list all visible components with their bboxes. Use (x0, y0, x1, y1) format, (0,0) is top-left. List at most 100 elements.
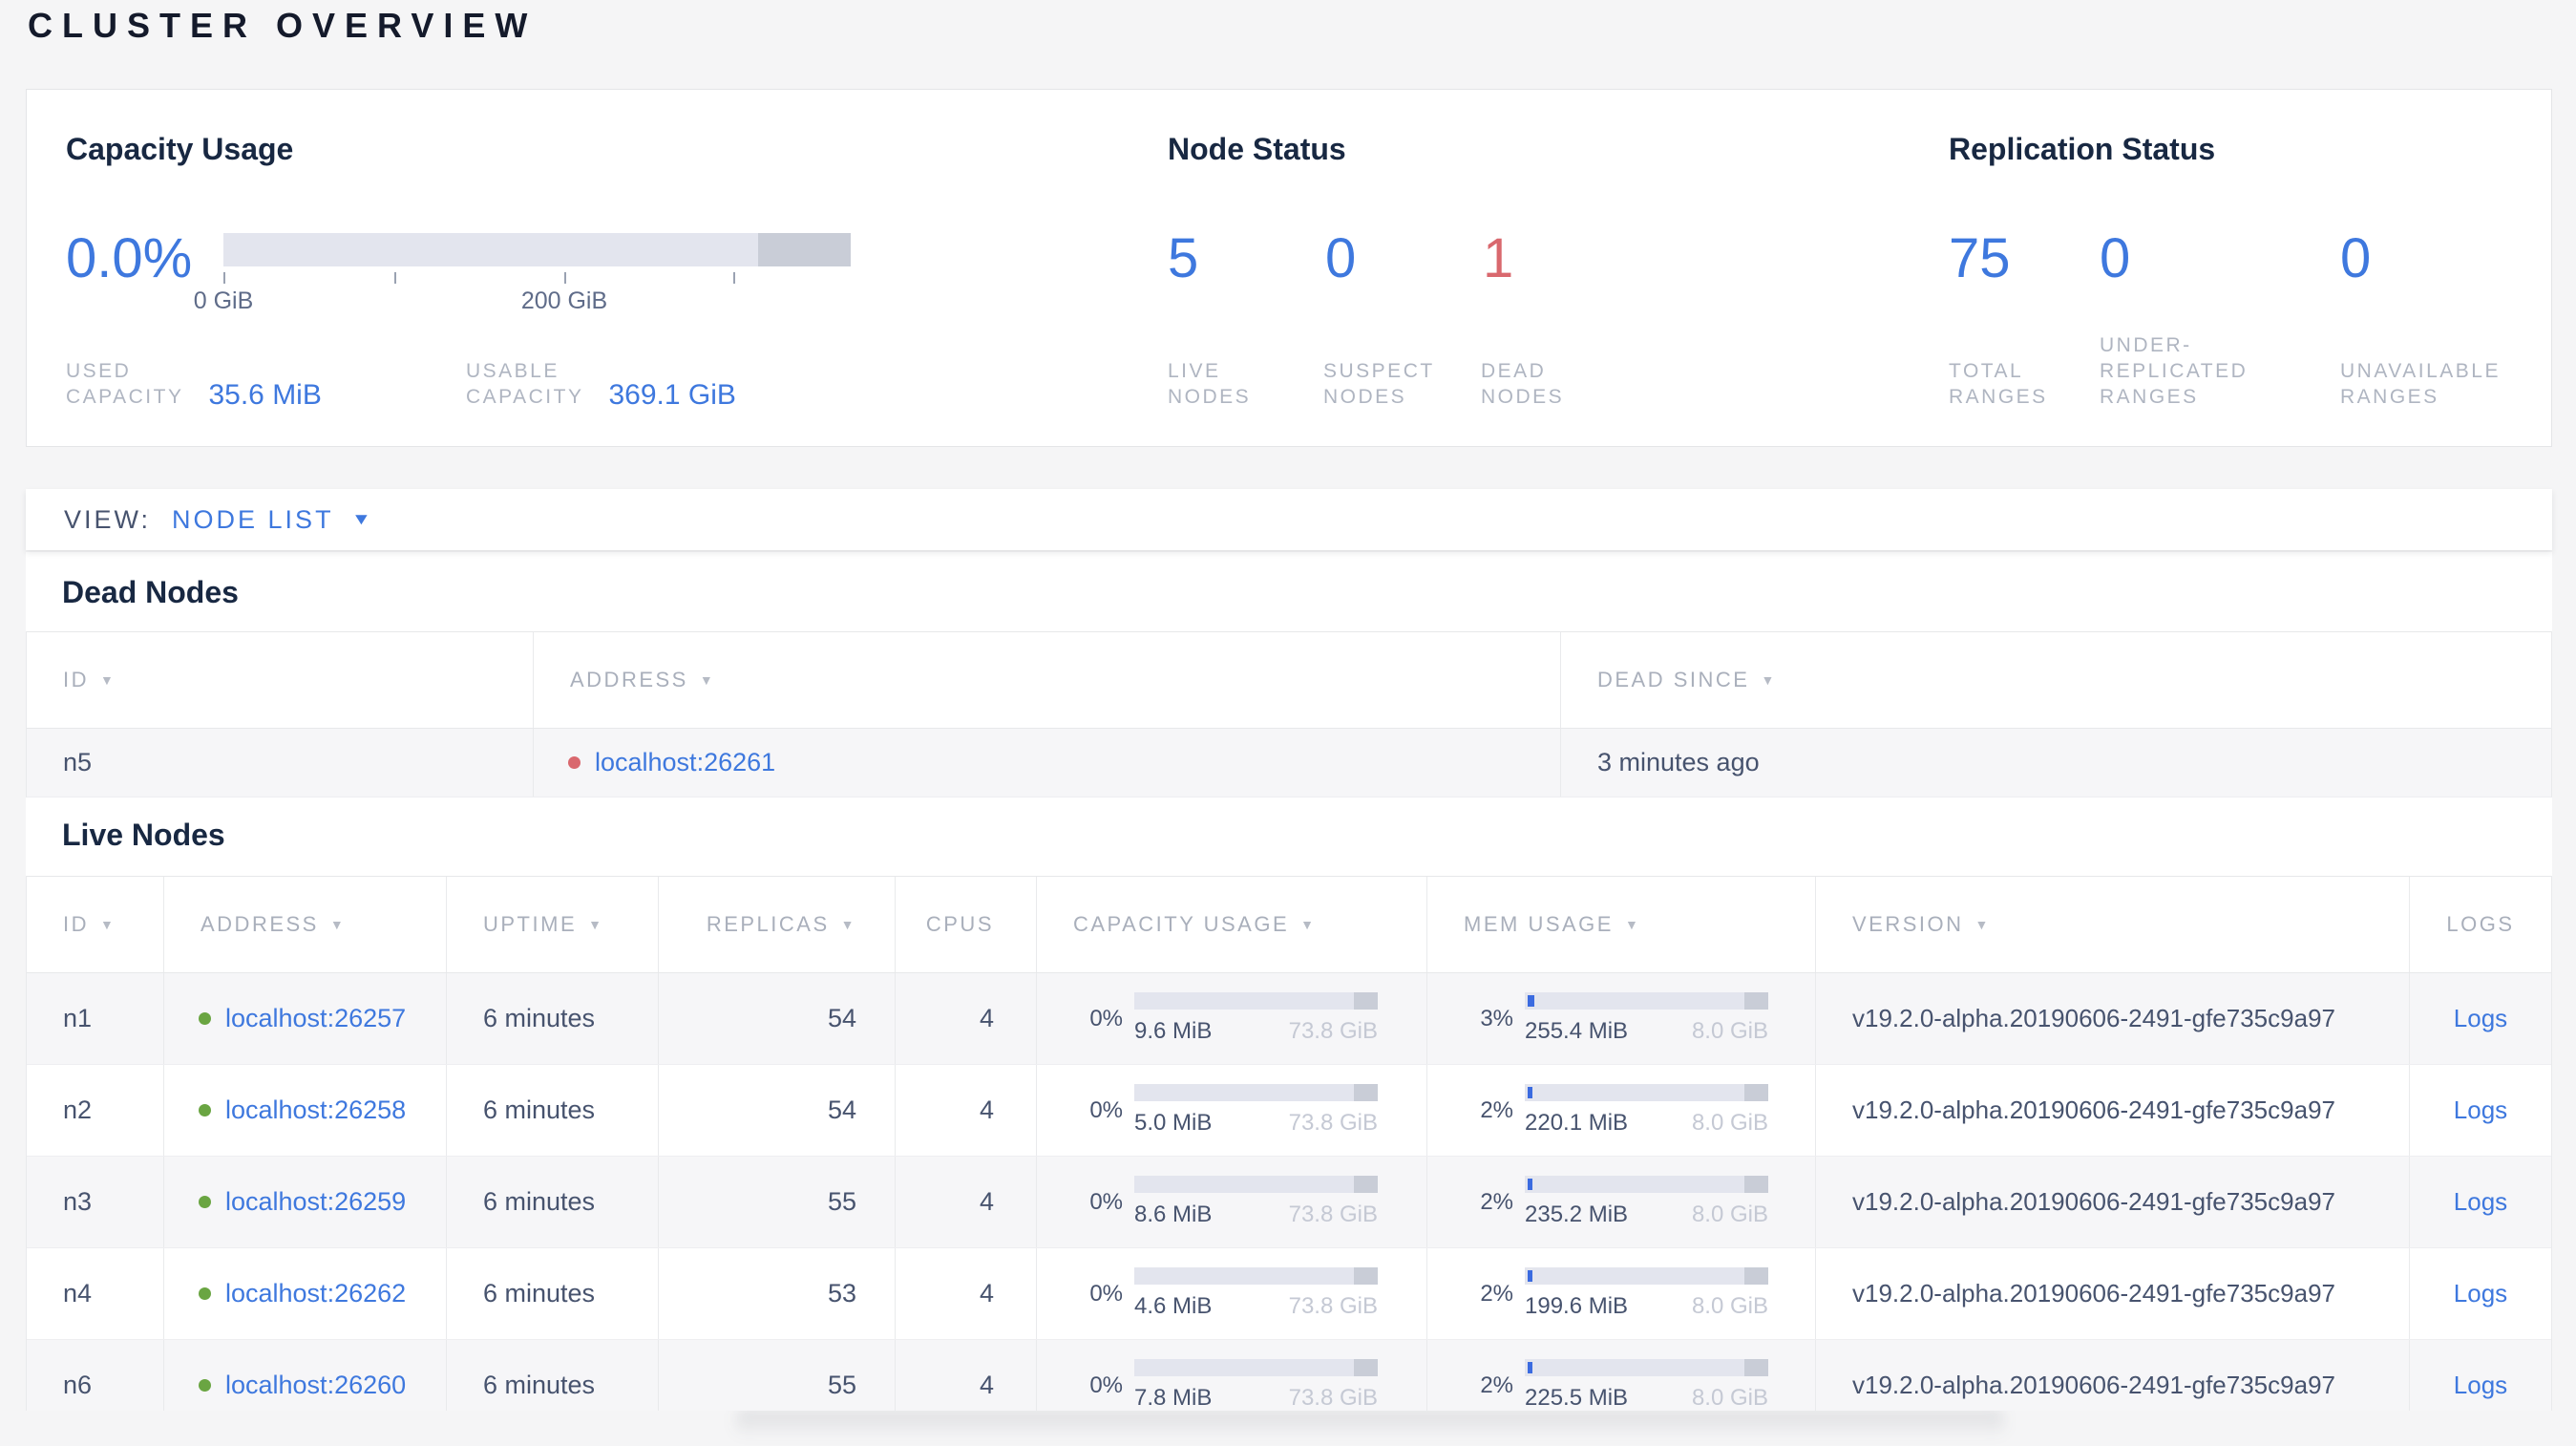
uptime-cell: 6 minutes (447, 973, 659, 1064)
node-id-cell: n5 (27, 729, 534, 797)
label-line: NODES (1323, 386, 1407, 408)
logs-link[interactable]: Logs (2453, 1371, 2508, 1399)
column-header-label: CAPACITY USAGE (1073, 912, 1290, 936)
capacity-total-value: 73.8 GiB (1288, 1201, 1378, 1227)
node-address-cell: localhost:26262 (164, 1248, 447, 1339)
view-selected-value[interactable]: NODE LIST (172, 504, 334, 534)
mem-total-value: 8.0 GiB (1691, 1110, 1768, 1136)
mem-used-value: 255.4 MiB (1525, 1018, 1629, 1044)
column-header-label: ADDRESS (201, 912, 319, 936)
capacity-total-value: 73.8 GiB (1288, 1385, 1378, 1411)
replicas-cell: 53 (659, 1248, 896, 1339)
node-address-link[interactable]: localhost:26262 (225, 1279, 407, 1308)
capacity-used-value: 8.6 MiB (1134, 1201, 1213, 1227)
column-header-address[interactable]: ADDRESS ▼ (164, 877, 447, 972)
table-row: n5 localhost:26261 3 minutes ago (27, 729, 2551, 797)
column-header-uptime[interactable]: UPTIME ▼ (447, 877, 659, 972)
uptime-cell: 6 minutes (447, 1065, 659, 1156)
axis-tick (223, 272, 225, 284)
node-address-link[interactable]: localhost:26260 (225, 1371, 407, 1399)
capacity-percent-label: 0% (1089, 1372, 1123, 1398)
used-capacity-value: 35.6 MiB (208, 379, 322, 411)
label-line: UNAVAILABLE (2340, 360, 2501, 382)
sort-arrow-icon[interactable]: ▼ (1624, 917, 1641, 932)
logs-cell: Logs (2410, 1065, 2551, 1156)
sort-arrow-icon[interactable]: ▼ (100, 672, 116, 688)
mem-values: 255.4 MiB 8.0 GiB (1525, 1018, 1768, 1045)
logs-link[interactable]: Logs (2453, 1004, 2508, 1032)
mem-bar-cap-segment (1744, 1359, 1768, 1376)
live-nodes-table-body: n1 localhost:26257 6 minutes 54 4 0% 9.6… (27, 973, 2551, 1411)
column-header-id[interactable]: ID ▼ (27, 632, 534, 728)
node-address-link[interactable]: localhost:26261 (595, 748, 776, 776)
cpus-cell: 4 (896, 1340, 1037, 1411)
node-address-cell: localhost:26257 (164, 973, 447, 1064)
column-header-dead-since[interactable]: DEAD SINCE ▼ (1561, 632, 2551, 728)
label-line: RANGES (2100, 386, 2199, 408)
sort-arrow-icon[interactable]: ▼ (1761, 672, 1777, 688)
column-header-label: LOGS (2446, 912, 2515, 936)
unavailable-ranges-label: UNAVAILABLE RANGES (2340, 358, 2501, 410)
live-nodes-table-header: ID ▼ ADDRESS ▼ UPTIME ▼ REPLICAS ▼ CPUS … (27, 876, 2551, 973)
node-address-cell: localhost:26258 (164, 1065, 447, 1156)
logs-link[interactable]: Logs (2453, 1095, 2508, 1124)
sort-arrow-icon[interactable]: ▼ (699, 672, 716, 688)
mem-used-value: 199.6 MiB (1525, 1293, 1629, 1319)
node-address-link[interactable]: localhost:26258 (225, 1095, 407, 1124)
mem-values: 235.2 MiB 8.0 GiB (1525, 1201, 1768, 1228)
nodes-content: Dead Nodes ID ▼ ADDRESS ▼ DEAD SINCE ▼ n… (26, 552, 2552, 1411)
column-header-address[interactable]: ADDRESS ▼ (534, 632, 1561, 728)
column-header-mem-usage[interactable]: MEM USAGE ▼ (1427, 877, 1816, 972)
logs-link[interactable]: Logs (2453, 1187, 2508, 1216)
sort-arrow-icon[interactable]: ▼ (100, 917, 116, 932)
capacity-used-value: 5.0 MiB (1134, 1110, 1213, 1136)
mem-bar: 199.6 MiB 8.0 GiB (1525, 1267, 1768, 1320)
capacity-bar-cap-segment (1354, 992, 1378, 1010)
column-header-label: DEAD SINCE (1597, 668, 1750, 691)
usable-capacity-stat: USABLE CAPACITY 369.1 GiB (466, 358, 736, 411)
logs-link[interactable]: Logs (2453, 1279, 2508, 1308)
mem-bar-fill (1528, 995, 1534, 1007)
node-address-cell: localhost:26259 (164, 1157, 447, 1247)
column-header-id[interactable]: ID ▼ (27, 877, 164, 972)
capacity-percent-label: 0% (1089, 1280, 1123, 1307)
dead-nodes-table-header: ID ▼ ADDRESS ▼ DEAD SINCE ▼ (27, 631, 2551, 729)
chevron-down-icon[interactable]: ▼ (350, 510, 371, 528)
sort-arrow-icon[interactable]: ▼ (329, 917, 347, 932)
capacity-values: 9.6 MiB 73.8 GiB (1134, 1018, 1378, 1045)
node-address-link[interactable]: localhost:26257 (225, 1004, 407, 1032)
node-address-link[interactable]: localhost:26259 (225, 1187, 407, 1216)
column-header-logs[interactable]: LOGS (2410, 877, 2551, 972)
label-line: REPLICATED (2100, 360, 2249, 382)
sort-arrow-icon[interactable]: ▼ (1974, 917, 1991, 932)
mem-bar-track (1525, 992, 1768, 1010)
sort-arrow-icon[interactable]: ▼ (840, 917, 856, 932)
mem-usage-cell: 2% 220.1 MiB 8.0 GiB (1427, 1065, 1816, 1156)
uptime-cell: 6 minutes (447, 1157, 659, 1247)
column-header-label: VERSION (1852, 912, 1964, 936)
view-selector-dropdown[interactable]: NODE LIST ▼ (172, 504, 371, 535)
total-ranges-count: 75 (1949, 227, 2011, 289)
capacity-bar: 8.6 MiB 73.8 GiB (1134, 1176, 1378, 1228)
column-header-version[interactable]: VERSION ▼ (1816, 877, 2410, 972)
live-nodes-table: ID ▼ ADDRESS ▼ UPTIME ▼ REPLICAS ▼ CPUS … (26, 876, 2552, 1411)
suspect-nodes-label: SUSPECT NODES (1323, 358, 1435, 410)
capacity-usage-cell: 0% 7.8 MiB 73.8 GiB (1037, 1340, 1427, 1411)
capacity-bar: 4.6 MiB 73.8 GiB (1134, 1267, 1378, 1320)
column-header-label: MEM USAGE (1464, 912, 1614, 936)
node-address-cell: localhost:26261 (534, 729, 1561, 797)
capacity-used-value: 7.8 MiB (1134, 1385, 1213, 1411)
mem-usage-cell: 3% 255.4 MiB 8.0 GiB (1427, 973, 1816, 1064)
column-header-replicas[interactable]: REPLICAS ▼ (659, 877, 896, 972)
sort-arrow-icon[interactable]: ▼ (1300, 917, 1317, 932)
table-row: n3 localhost:26259 6 minutes 55 4 0% 8.6… (27, 1157, 2551, 1248)
capacity-values: 4.6 MiB 73.8 GiB (1134, 1293, 1378, 1320)
capacity-total-value: 73.8 GiB (1288, 1018, 1378, 1044)
capacity-used-value: 4.6 MiB (1134, 1293, 1213, 1319)
axis-tick-label: 200 GiB (520, 287, 608, 314)
label-line: RANGES (2340, 386, 2439, 408)
cluster-capacity-bar: 0 GiB 200 GiB (194, 233, 851, 357)
column-header-cpus[interactable]: CPUS (896, 877, 1037, 972)
column-header-capacity-usage[interactable]: CAPACITY USAGE ▼ (1037, 877, 1427, 972)
sort-arrow-icon[interactable]: ▼ (588, 917, 604, 932)
